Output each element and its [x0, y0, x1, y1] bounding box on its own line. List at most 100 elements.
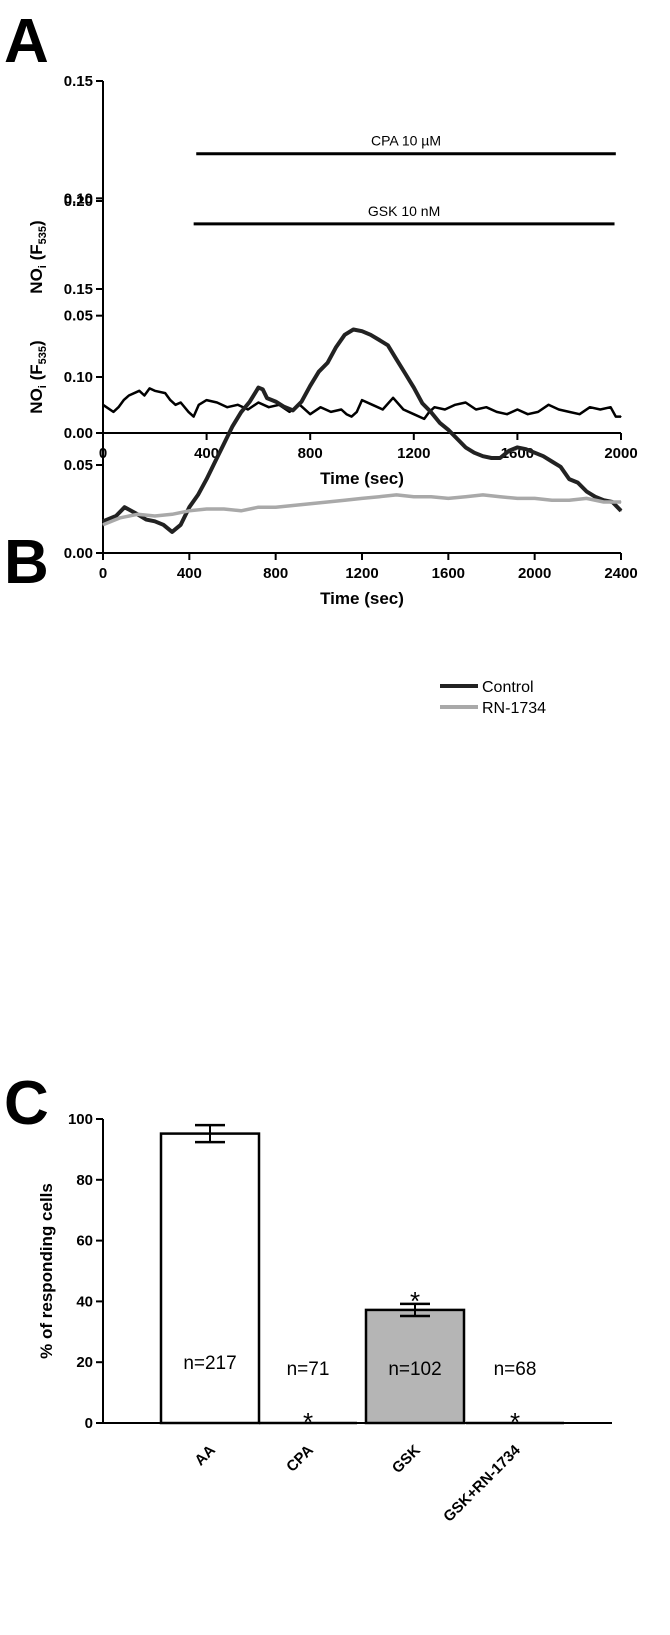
data-point — [268, 406, 270, 408]
data-point — [180, 524, 182, 526]
data-point — [301, 401, 303, 403]
data-point — [123, 399, 125, 401]
data-point — [262, 388, 264, 390]
y-label-sub2: 535 — [37, 226, 49, 244]
data-point — [506, 413, 508, 415]
panel-a: A 0.000.050.100.150400800120016002000Tim… — [4, 7, 638, 488]
data-point — [206, 399, 208, 401]
data-point — [404, 372, 406, 375]
data-point — [392, 397, 394, 399]
data-point — [516, 497, 519, 499]
x-tick-label: 1600 — [432, 565, 465, 582]
data-point — [356, 411, 358, 413]
panel-a-axes: 0.000.050.100.150400800120016002000Time … — [27, 73, 638, 488]
panel-a-annotation: CPA 10 µM — [196, 133, 616, 156]
data-point — [193, 416, 195, 418]
data-point — [371, 404, 373, 406]
significance-star: * — [510, 1407, 520, 1437]
data-point — [378, 339, 380, 341]
data-point — [620, 501, 622, 503]
data-point — [136, 513, 139, 515]
y-tick-label: 0.00 — [64, 545, 93, 562]
data-point — [620, 416, 622, 418]
data-point — [456, 438, 458, 440]
data-point — [162, 524, 164, 526]
data-point — [128, 394, 130, 397]
data-point — [430, 411, 432, 413]
legend-label-rn1734: RN-1734 — [482, 700, 546, 717]
data-point — [119, 517, 121, 519]
data-point — [421, 402, 423, 404]
data-point — [527, 413, 529, 415]
data-point — [330, 411, 332, 413]
data-point — [413, 413, 415, 415]
data-point — [344, 334, 346, 336]
data-point — [112, 411, 114, 413]
data-point — [447, 429, 449, 431]
data-point — [547, 404, 550, 406]
data-point — [145, 519, 147, 521]
data-point — [206, 478, 208, 480]
y-axis-label: % of responding cells — [37, 1183, 56, 1359]
panel-b-legend: Control RN-1734 — [440, 679, 546, 717]
data-point — [318, 371, 320, 373]
data-point — [169, 399, 171, 401]
n-label: n=102 — [388, 1359, 441, 1380]
panel-a-letter: A — [4, 7, 49, 76]
panel-c: C 0 20 40 60 80 100 % of responding cells n=21… — [4, 1069, 612, 1525]
data-point — [482, 455, 484, 457]
y-tick-label: 80 — [76, 1172, 93, 1189]
bar-gsk — [364, 1308, 466, 1425]
data-point — [525, 448, 527, 450]
y-label-main: NO — [27, 268, 46, 294]
data-point — [257, 506, 259, 508]
data-point — [180, 401, 182, 404]
y-label-sub2: 535 — [37, 346, 49, 364]
data-point — [551, 499, 553, 501]
data-point — [102, 524, 104, 526]
data-point — [454, 404, 456, 406]
y-label-paren: (F — [27, 244, 46, 265]
data-point — [620, 510, 622, 512]
data-point — [465, 401, 467, 404]
treatment-label: GSK 10 nM — [368, 203, 440, 219]
y-tick-label: 60 — [76, 1233, 93, 1250]
series-line-trace — [102, 387, 621, 421]
data-point — [395, 494, 398, 496]
data-point — [226, 406, 228, 408]
y-tick-label: 0.10 — [64, 190, 93, 207]
y-label-main: NO — [27, 388, 46, 414]
n-label: n=71 — [287, 1359, 330, 1380]
y-tick-label: 20 — [76, 1354, 93, 1371]
y-tick-label: 0.15 — [64, 281, 93, 298]
data-point — [335, 346, 337, 348]
panel-c-bars: n=217 AA n=71 * CPA n=102 * GSK n=68 * GSK+RN-1734 — [159, 1123, 564, 1525]
y-label-close: ) — [27, 340, 46, 346]
y-tick-label: 0.10 — [64, 369, 93, 386]
y-tick-label: 0.05 — [64, 457, 93, 474]
data-point — [516, 446, 519, 448]
data-point — [326, 501, 329, 503]
x-tick-label: 400 — [177, 565, 202, 582]
data-point — [154, 515, 156, 517]
data-point — [485, 406, 487, 408]
data-point — [237, 404, 239, 406]
data-point — [198, 404, 200, 406]
data-point — [482, 494, 484, 496]
data-point — [370, 334, 372, 336]
data-point — [433, 406, 436, 408]
x-tick-label: GSK — [389, 1442, 424, 1477]
data-point — [599, 408, 601, 411]
y-axis-label: NOi (F535) — [27, 340, 49, 413]
data-point — [292, 504, 294, 507]
data-point — [309, 413, 311, 415]
data-point — [188, 506, 190, 508]
data-point — [603, 501, 605, 503]
data-point — [537, 411, 539, 413]
data-point — [361, 399, 363, 401]
panel-b-annotation: GSK 10 nM — [193, 203, 615, 226]
data-point — [138, 390, 140, 392]
bar-aa — [159, 1132, 261, 1425]
data-point — [568, 499, 570, 501]
data-point — [473, 452, 475, 454]
